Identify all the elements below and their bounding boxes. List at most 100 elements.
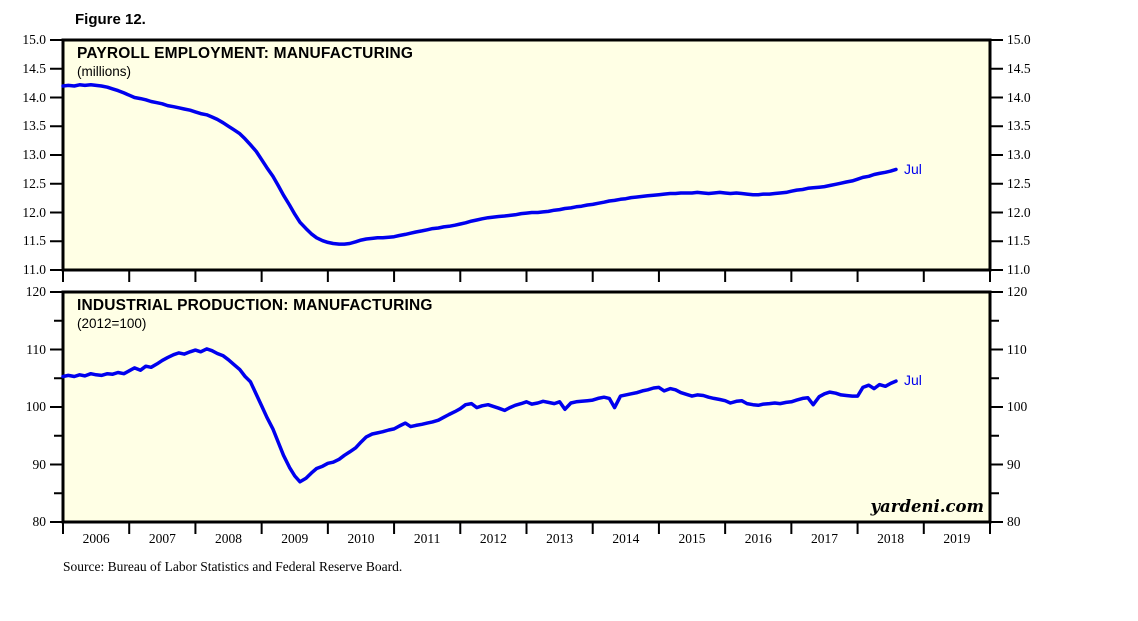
x-year-tick (856, 270, 859, 282)
x-year-tick (790, 522, 793, 534)
x-axis-year-label: 2010 (347, 531, 375, 546)
x-axis-year-label: 2016 (744, 531, 772, 546)
panel-frame (61, 290, 992, 524)
x-year-tick (62, 522, 64, 534)
x-axis-year-label: 2013 (546, 531, 574, 546)
y-axis-tick-label-left: 12.5 (22, 175, 46, 191)
y-axis-tick-label-right: 120 (1007, 284, 1028, 299)
y-minor-tick-right (991, 492, 999, 495)
y-tick-left (50, 348, 62, 351)
yardeni-watermark: yardeni.com (870, 497, 984, 516)
x-year-tick (724, 522, 727, 534)
y-tick-right (991, 269, 1003, 271)
x-year-tick (525, 270, 528, 282)
series-end-label-industrial-jul: Jul (904, 372, 922, 388)
y-tick-right (991, 240, 1003, 243)
y-axis-tick-label-right: 90 (1007, 456, 1021, 472)
x-axis-year-label: 2008 (215, 531, 243, 546)
series-end-label-payroll-jul: Jul (904, 161, 922, 177)
y-tick-left (50, 463, 62, 466)
panel-subtitle-industrial-production-base: (2012=100) (77, 316, 147, 331)
y-tick-right (991, 291, 1003, 293)
y-tick-left (50, 211, 62, 214)
y-tick-left (50, 182, 62, 185)
panel-title-industrial-production: INDUSTRIAL PRODUCTION: MANUFACTURING (77, 297, 433, 314)
x-axis-year-label: 2009 (281, 531, 309, 546)
x-axis-year-label: 2006 (82, 531, 110, 546)
x-year-tick (459, 270, 462, 282)
x-axis-year-label: 2011 (413, 531, 441, 546)
figure-label: Figure 12. (75, 11, 146, 28)
y-tick-left (50, 96, 62, 99)
y-tick-left (50, 269, 62, 271)
y-tick-right (991, 211, 1003, 214)
y-tick-left (50, 154, 62, 156)
y-minor-tick-left (54, 492, 62, 495)
payroll-employment-manufacturing-line (61, 83, 898, 246)
y-axis-tick-label-right: 13.5 (1007, 118, 1031, 134)
y-minor-tick-right (991, 319, 999, 322)
x-year-tick (724, 270, 727, 282)
y-minor-tick-left (54, 377, 62, 380)
x-year-tick (591, 522, 594, 534)
y-tick-right (991, 406, 1003, 408)
y-tick-right (991, 521, 1003, 523)
y-axis-tick-label-left: 90 (32, 456, 47, 472)
y-tick-right (991, 96, 1003, 99)
x-year-tick (393, 522, 396, 534)
y-minor-tick-left (54, 319, 62, 322)
y-tick-left (50, 240, 62, 243)
y-tick-right (991, 125, 1003, 128)
y-tick-left (50, 521, 62, 523)
y-tick-left (50, 291, 62, 293)
y-axis-tick-label-left: 13.0 (22, 147, 46, 162)
x-year-tick (922, 270, 925, 282)
y-tick-right (991, 348, 1003, 351)
y-minor-tick-left (54, 434, 62, 437)
x-axis-year-label: 2019 (943, 531, 971, 546)
y-axis-tick-label-right: 14.5 (1007, 60, 1031, 76)
x-year-tick (128, 270, 131, 282)
y-axis-tick-label-left: 80 (32, 514, 47, 529)
panel-frame (61, 38, 992, 272)
x-year-tick (393, 270, 396, 282)
y-axis-tick-label-left: 15.0 (22, 32, 46, 47)
x-year-tick (459, 522, 462, 534)
y-axis-tick-label-left: 14.5 (22, 60, 46, 76)
y-axis-tick-label-left: 100 (25, 399, 46, 414)
y-axis-tick-label-right: 110 (1007, 341, 1027, 357)
x-axis-year-label: 2015 (678, 531, 706, 546)
y-tick-left (50, 406, 62, 408)
y-axis-tick-label-right: 12.5 (1007, 175, 1031, 191)
y-tick-right (991, 463, 1003, 466)
y-tick-right (991, 154, 1003, 156)
x-axis-year-label: 2012 (479, 531, 507, 546)
x-year-tick (856, 522, 859, 534)
x-year-tick (657, 270, 660, 282)
industrial-production-manufacturing-line (61, 347, 898, 484)
x-year-tick (591, 270, 594, 282)
y-axis-tick-label-left: 11.0 (22, 262, 46, 277)
x-year-tick (525, 522, 528, 534)
y-axis-tick-label-left: 14.0 (22, 89, 46, 105)
y-tick-right (991, 39, 1003, 41)
y-minor-tick-right (991, 377, 999, 380)
y-axis-tick-label-left: 11.5 (22, 233, 46, 249)
x-axis-year-label: 2014 (612, 531, 640, 546)
y-axis-tick-label-left: 12.0 (22, 204, 46, 220)
y-axis-tick-label-left: 13.5 (22, 118, 46, 134)
y-tick-right (991, 67, 1003, 70)
y-minor-tick-right (991, 434, 999, 437)
x-year-tick (922, 522, 925, 534)
x-axis-year-label: 2018 (877, 531, 905, 546)
x-year-tick (989, 270, 991, 282)
x-year-tick (260, 270, 263, 282)
x-year-tick (989, 522, 991, 534)
panel-subtitle-payroll-units: (millions) (77, 64, 131, 79)
y-axis-tick-label-right: 100 (1007, 399, 1028, 414)
x-year-tick (128, 522, 131, 534)
x-year-tick (326, 270, 329, 282)
x-axis-year-label: 2007 (148, 531, 176, 546)
x-year-tick (194, 522, 197, 534)
